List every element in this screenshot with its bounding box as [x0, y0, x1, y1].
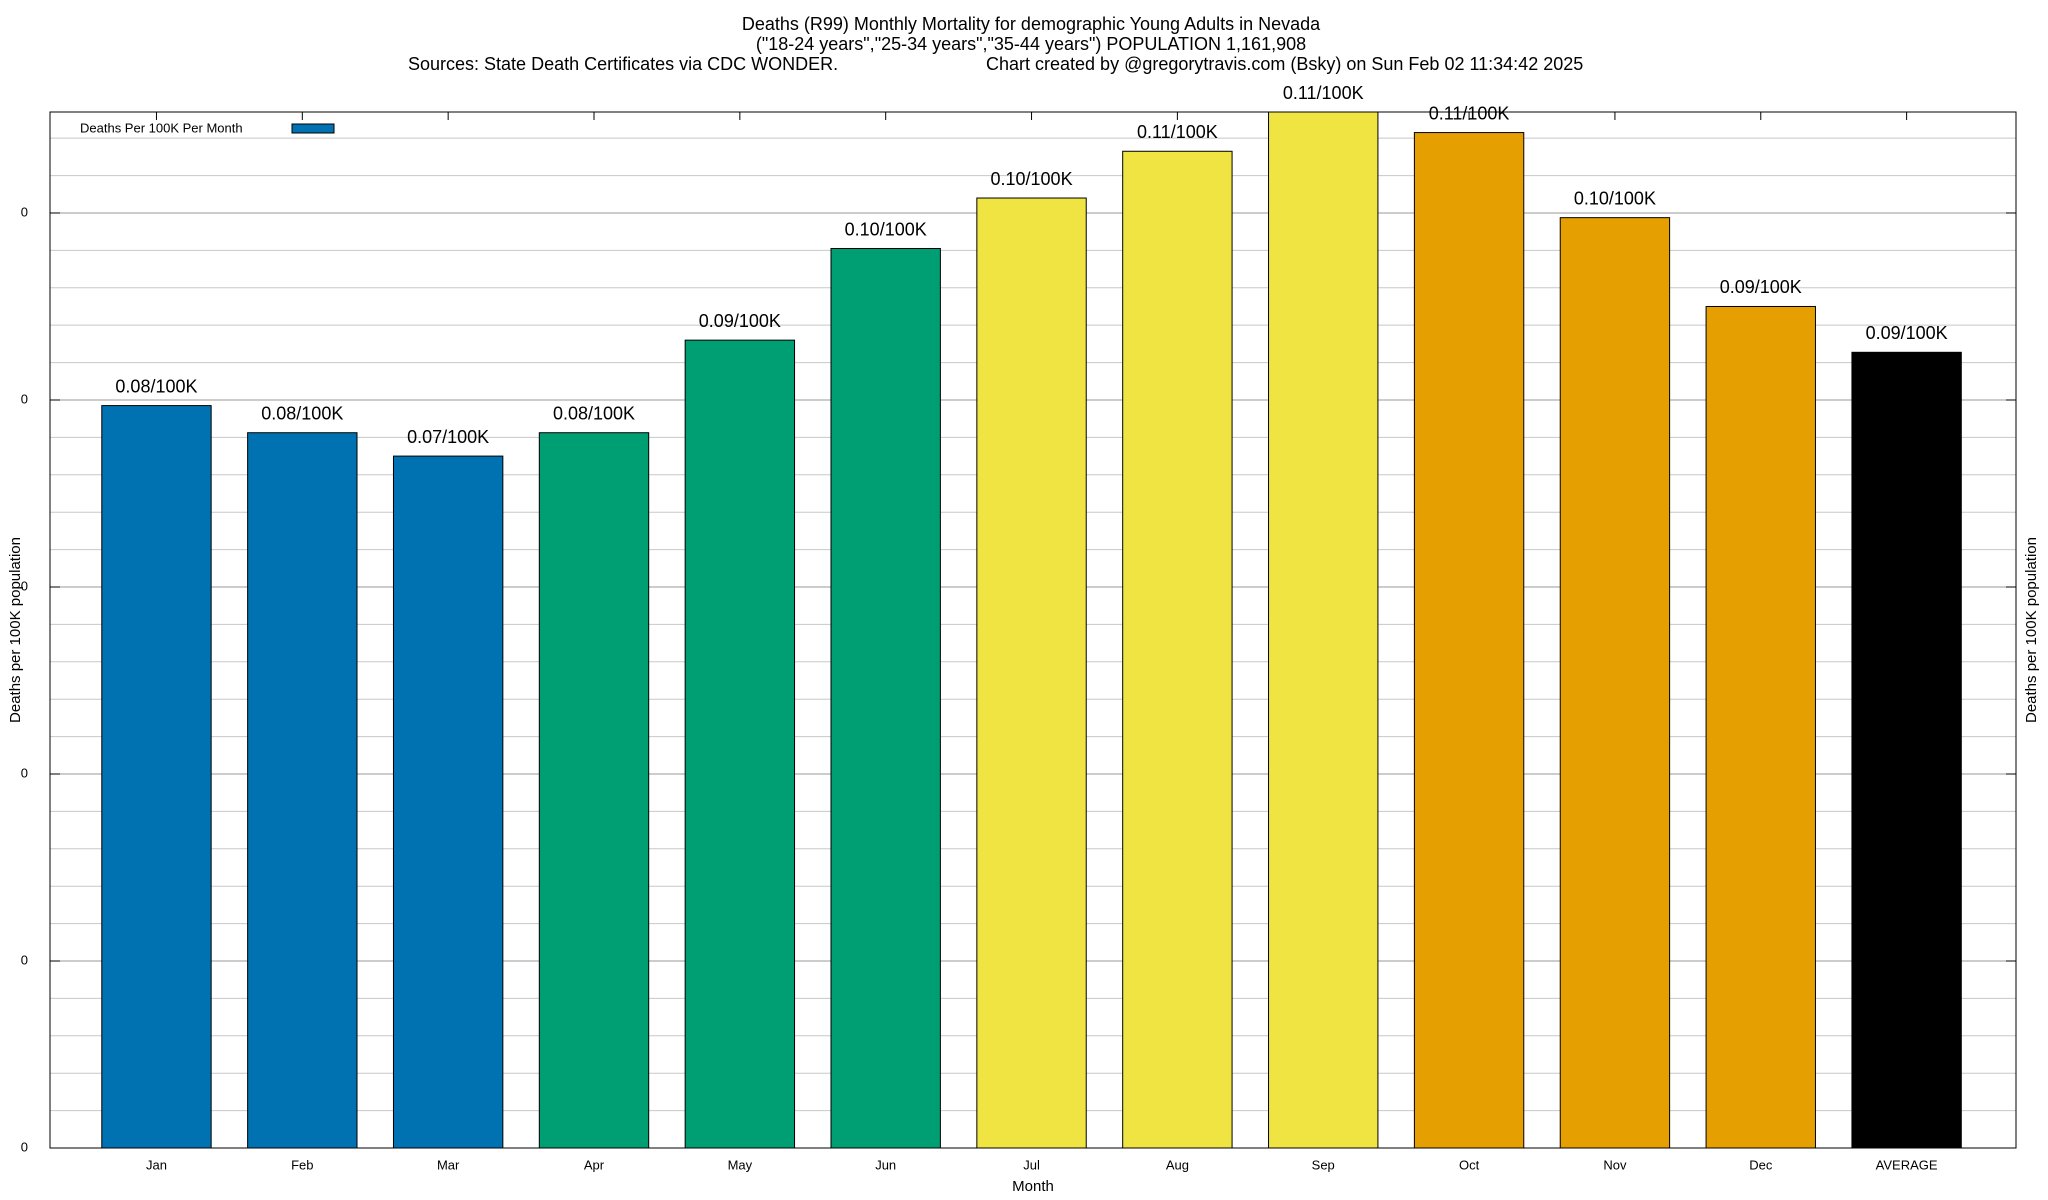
- legend-swatch: [291, 123, 335, 134]
- bar: [392, 455, 504, 1149]
- chart-title: Deaths (R99) Monthly Mortality for demog…: [742, 14, 1321, 34]
- x-tick-label: Apr: [584, 1157, 605, 1172]
- x-tick-label: Sep: [1312, 1157, 1335, 1172]
- y-tick-label: 0: [21, 204, 28, 219]
- chart-subtitle: ("18-24 years","25-34 years","35-44 year…: [756, 34, 1306, 54]
- value-label: 0.07/100K: [407, 427, 489, 447]
- value-label: 0.08/100K: [553, 403, 635, 423]
- sources: Sources: State Death Certificates via CD…: [408, 54, 838, 74]
- value-label: 0.09/100K: [699, 311, 781, 331]
- x-axis-label: Month: [1012, 1178, 1054, 1195]
- bar: [830, 248, 941, 1149]
- bar: [1122, 150, 1233, 1149]
- bar: [101, 405, 212, 1149]
- x-tick-label: Jul: [1023, 1157, 1040, 1172]
- bar: [247, 432, 358, 1149]
- y-tick-label: 0: [21, 952, 28, 967]
- value-label: 0.09/100K: [1866, 323, 1948, 343]
- value-label: 0.08/100K: [261, 403, 343, 423]
- bar: [1705, 305, 1816, 1149]
- bar: [1413, 132, 1525, 1149]
- x-tick-label: Feb: [291, 1157, 313, 1172]
- y-axis-label: Deaths per 100K population: [7, 537, 24, 723]
- credit: Chart created by @gregorytravis.com (Bsk…: [986, 54, 1583, 74]
- bar: [1268, 111, 1379, 1149]
- y2-axis-label: Deaths per 100K population: [2023, 537, 2040, 723]
- bar: [1559, 217, 1671, 1149]
- value-label: 0.10/100K: [1574, 188, 1656, 208]
- bar: [538, 432, 650, 1149]
- value-label: 0.11/100K: [1283, 83, 1364, 103]
- x-tick-label: Mar: [437, 1157, 460, 1172]
- x-tick-label: Dec: [1749, 1157, 1773, 1172]
- y-tick-label: 0: [21, 1139, 28, 1154]
- value-label: 0.09/100K: [1720, 277, 1802, 297]
- value-label: 0.10/100K: [845, 219, 927, 239]
- value-label: 0.11/100K: [1429, 103, 1510, 123]
- legend-label: Deaths Per 100K Per Month: [80, 120, 243, 135]
- x-tick-label: Jan: [146, 1157, 167, 1172]
- x-tick-label: Jun: [875, 1157, 896, 1172]
- y-tick-label: 0: [21, 391, 28, 406]
- y-tick-label: 0: [21, 765, 28, 780]
- x-tick-label: Oct: [1459, 1157, 1480, 1172]
- x-tick-label: May: [728, 1157, 753, 1172]
- x-tick-label: AVERAGE: [1876, 1157, 1938, 1172]
- bar: [684, 339, 796, 1149]
- x-tick-label: Aug: [1166, 1157, 1189, 1172]
- value-label: 0.11/100K: [1137, 122, 1218, 142]
- bar: [976, 197, 1087, 1149]
- y-tick-label: 0: [21, 578, 28, 593]
- value-label: 0.10/100K: [991, 169, 1073, 189]
- bar: [1851, 351, 1962, 1149]
- x-tick-label: Nov: [1603, 1157, 1627, 1172]
- value-label: 0.08/100K: [115, 376, 197, 396]
